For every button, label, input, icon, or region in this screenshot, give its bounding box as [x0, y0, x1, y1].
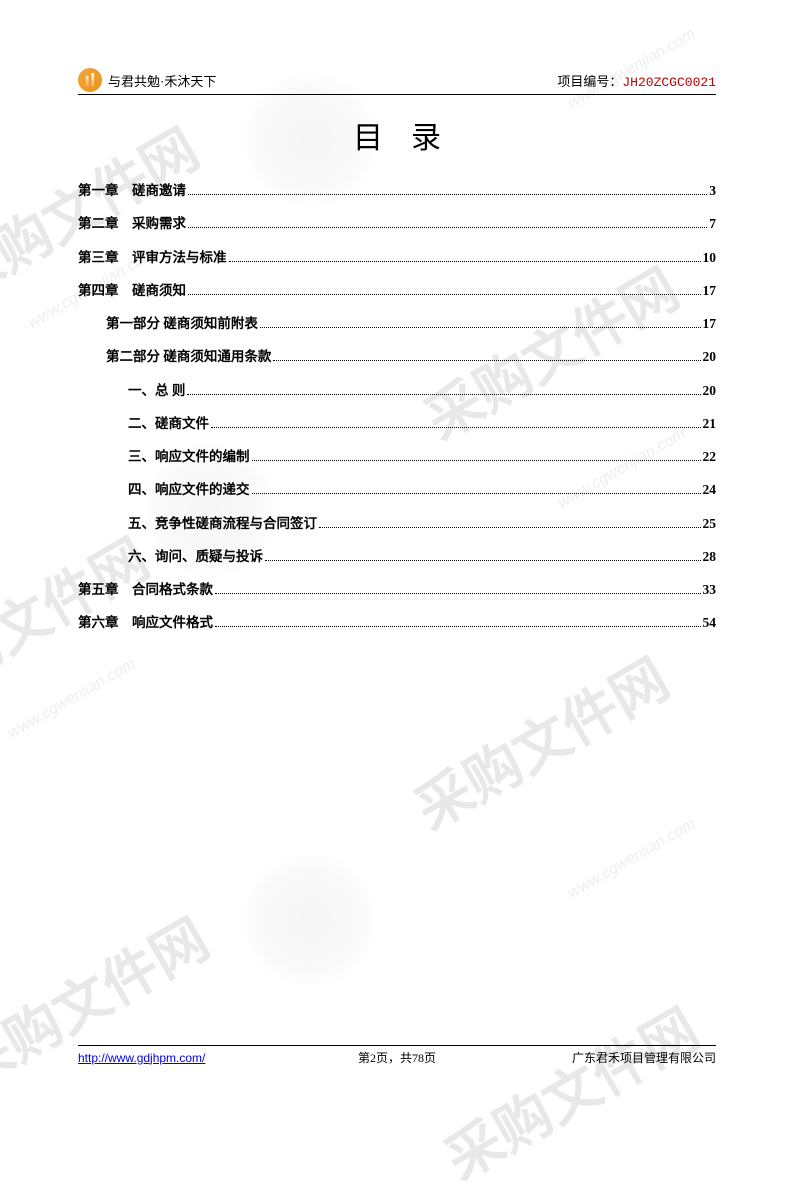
toc-leader-dots: [188, 194, 707, 195]
footer-url: http://www.gdjhpm.com/: [78, 1051, 205, 1065]
watermark-text: 采购文件网: [0, 895, 221, 1105]
toc-entry: 第二部分 磋商须知通用条款 20: [78, 347, 716, 367]
toc-leader-dots: [215, 626, 701, 627]
toc-entry: 第二章 采购需求 7: [78, 214, 716, 234]
watermark-text: 采购文件网: [399, 635, 682, 845]
page-footer: http://www.gdjhpm.com/ 第2页，共78页 广东君禾项目管理…: [78, 1045, 716, 1066]
toc-page-number: 24: [703, 480, 717, 500]
toc-page-number: 28: [703, 547, 717, 567]
toc-label: 第六章 响应文件格式: [78, 613, 213, 633]
toc-entry: 第三章 评审方法与标准 10: [78, 248, 716, 268]
toc-page-number: 7: [709, 214, 716, 234]
toc-leader-dots: [188, 294, 701, 295]
toc-leader-dots: [211, 427, 701, 428]
toc-leader-dots: [215, 593, 701, 594]
toc-page-number: 22: [703, 447, 717, 467]
page-title: 目录: [78, 113, 716, 157]
toc-label: 一、总 则: [128, 381, 185, 401]
toc-label: 四、响应文件的递交: [128, 480, 250, 500]
table-of-contents: 第一章 磋商邀请 3 第二章 采购需求 7 第三章 评审方法与标准 10 第四章 磋商须知 1…: [78, 181, 716, 634]
toc-entry: 第四章 磋商须知 17: [78, 281, 716, 301]
toc-entry: 六、询问、质疑与投诉 28: [78, 547, 716, 567]
logo-icon: [78, 68, 102, 92]
footer-page-info: 第2页，共78页: [358, 1049, 436, 1066]
toc-leader-dots: [187, 394, 700, 395]
toc-leader-dots: [188, 227, 707, 228]
footer-company: 广东君禾项目管理有限公司: [572, 1049, 716, 1066]
toc-label: 第一部分 磋商须知前附表: [106, 314, 258, 334]
toc-page-number: 21: [703, 414, 717, 434]
toc-label: 二、磋商文件: [128, 414, 209, 434]
toc-leader-dots: [273, 360, 700, 361]
toc-page-number: 17: [703, 281, 717, 301]
toc-label: 第五章 合同格式条款: [78, 580, 213, 600]
toc-entry: 一、总 则 20: [78, 381, 716, 401]
header-slogan: 与君共勉·禾沐天下: [108, 71, 216, 90]
toc-leader-dots: [265, 560, 701, 561]
toc-label: 第三章 评审方法与标准: [78, 248, 227, 268]
toc-leader-dots: [319, 527, 701, 528]
toc-label: 三、响应文件的编制: [128, 447, 250, 467]
toc-label: 五、竞争性磋商流程与合同签订: [128, 514, 317, 534]
toc-entry: 第五章 合同格式条款 33: [78, 580, 716, 600]
toc-leader-dots: [229, 261, 701, 262]
project-code: JH20ZCGC0021: [622, 75, 716, 90]
toc-leader-dots: [252, 493, 701, 494]
toc-page-number: 33: [703, 580, 717, 600]
toc-page-number: 25: [703, 514, 717, 534]
toc-page-number: 10: [703, 248, 717, 268]
watermark-url: www.cgwenjian.com: [565, 815, 699, 903]
toc-page-number: 20: [703, 347, 717, 367]
toc-page-number: 54: [703, 613, 717, 633]
toc-leader-dots: [260, 327, 701, 328]
toc-entry: 四、响应文件的递交 24: [78, 480, 716, 500]
toc-entry: 三、响应文件的编制 22: [78, 447, 716, 467]
toc-entry: 第一章 磋商邀请 3: [78, 181, 716, 201]
toc-label: 六、询问、质疑与投诉: [128, 547, 263, 567]
page-header: 与君共勉·禾沐天下 项目编号： JH20ZCGC0021: [78, 68, 716, 95]
toc-page-number: 3: [709, 181, 716, 201]
toc-page-number: 17: [703, 314, 717, 334]
toc-leader-dots: [252, 460, 701, 461]
project-label: 项目编号：: [557, 71, 622, 90]
toc-label: 第四章 磋商须知: [78, 281, 186, 301]
toc-entry: 五、竞争性磋商流程与合同签订 25: [78, 514, 716, 534]
watermark-text: 采购文件网: [429, 985, 712, 1195]
toc-label: 第二部分 磋商须知通用条款: [106, 347, 271, 367]
toc-entry: 第六章 响应文件格式 54: [78, 613, 716, 633]
toc-entry: 二、磋商文件 21: [78, 414, 716, 434]
toc-label: 第一章 磋商邀请: [78, 181, 186, 201]
watermark-url: www.cgwenjian.com: [5, 655, 139, 743]
toc-entry: 第一部分 磋商须知前附表 17: [78, 314, 716, 334]
toc-page-number: 20: [703, 381, 717, 401]
toc-label: 第二章 采购需求: [78, 214, 186, 234]
